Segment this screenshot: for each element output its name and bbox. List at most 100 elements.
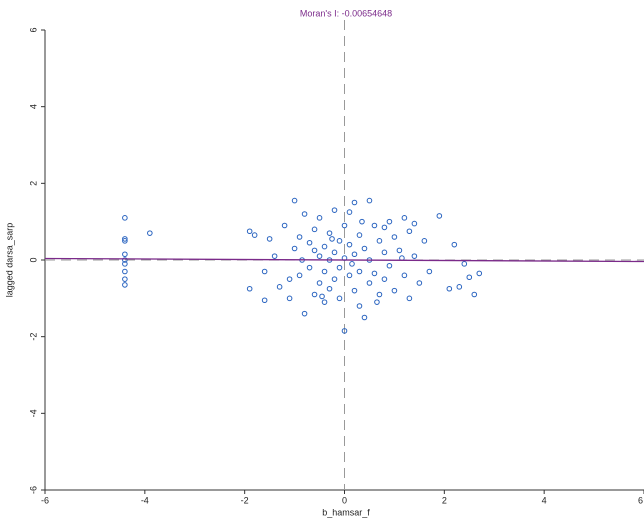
x-tick-label: 0 [342, 495, 347, 505]
point [381, 224, 388, 231]
point [246, 228, 253, 235]
point [406, 295, 413, 302]
point [319, 293, 325, 300]
point [331, 207, 338, 213]
point [411, 220, 418, 227]
y-axis-label: lagged darsa_sarp [4, 223, 14, 298]
point [336, 295, 343, 302]
point [401, 215, 408, 221]
point [122, 268, 128, 275]
y-tick-label: -4 [28, 409, 38, 417]
point [461, 261, 468, 267]
point [346, 241, 353, 248]
fit-line [44, 257, 644, 263]
point [251, 232, 258, 238]
point [246, 285, 253, 292]
point [311, 247, 318, 254]
point [122, 236, 128, 242]
point [331, 249, 338, 256]
point [356, 268, 363, 275]
x-tick-label: -6 [41, 495, 49, 505]
point [411, 253, 418, 259]
point [466, 274, 473, 281]
point [416, 280, 423, 286]
point [276, 284, 283, 290]
point [291, 197, 298, 204]
point [476, 270, 483, 277]
point [361, 245, 368, 252]
point [396, 247, 403, 254]
point [122, 276, 128, 282]
point [381, 249, 388, 256]
y-tick-label: -2 [28, 333, 38, 341]
point [266, 236, 273, 242]
point [336, 238, 343, 244]
point [291, 245, 298, 252]
point [351, 199, 358, 206]
point [351, 287, 358, 294]
point [321, 268, 328, 275]
point [122, 251, 128, 258]
point [374, 299, 380, 305]
point [316, 215, 323, 221]
y-tick-label: -6 [28, 486, 38, 494]
point [316, 280, 323, 286]
point [122, 261, 128, 267]
point [401, 272, 408, 279]
point [391, 234, 398, 240]
x-axis-label: b_hamsar_f [322, 507, 370, 517]
y-tick-label: 4 [28, 104, 38, 109]
point [261, 297, 268, 304]
point [122, 215, 128, 221]
point [321, 299, 328, 305]
point [321, 243, 328, 250]
x-tick-label: -2 [241, 495, 249, 505]
point [446, 285, 453, 292]
point [296, 234, 303, 240]
point [386, 218, 393, 225]
point [376, 238, 383, 244]
point [122, 282, 128, 288]
point [301, 211, 308, 217]
point [346, 272, 353, 279]
point [122, 257, 128, 263]
point [261, 268, 268, 275]
point [406, 228, 413, 235]
point [336, 264, 343, 271]
x-tick-label: 2 [442, 495, 447, 505]
point [346, 209, 353, 215]
point [122, 238, 128, 244]
point [329, 236, 335, 242]
point [306, 264, 313, 271]
point [281, 222, 288, 229]
point [366, 197, 373, 204]
point [301, 310, 308, 317]
point [456, 284, 463, 290]
y-tick-label: 2 [28, 181, 38, 186]
point [421, 238, 428, 244]
point [361, 314, 368, 321]
x-tick-label: -4 [141, 495, 149, 505]
point [451, 241, 458, 248]
point [371, 222, 378, 229]
point [349, 261, 355, 267]
chart-title: Moran's I: -0.00654648 [300, 8, 392, 18]
point [359, 218, 365, 225]
point [356, 232, 363, 238]
point [286, 295, 293, 302]
point [351, 251, 358, 258]
point [296, 272, 303, 279]
y-tick-label: 6 [28, 27, 38, 32]
point [426, 268, 433, 275]
point [311, 226, 318, 233]
point [341, 328, 348, 334]
point [341, 222, 348, 229]
point [386, 262, 393, 269]
point [271, 253, 278, 259]
point [326, 285, 333, 292]
point [376, 291, 383, 298]
point [286, 276, 293, 282]
point [306, 239, 313, 246]
x-tick-label: 6 [638, 495, 643, 505]
